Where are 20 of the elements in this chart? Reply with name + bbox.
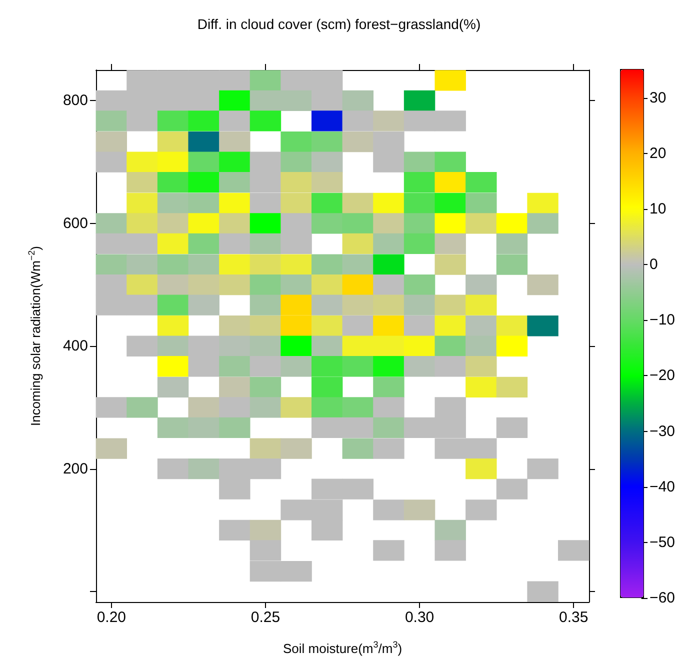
y-axis-title: Incoming solar radiation(Wm−2): [26, 246, 43, 426]
x-tick-label: 0.25: [250, 609, 280, 626]
y-tick-label: 200: [62, 460, 88, 478]
y-tick-label: 400: [62, 338, 88, 355]
color-bar-label: −20: [650, 367, 676, 384]
chart-title: Diff. in cloud cover (scm) forest−grassland(%): [197, 16, 481, 32]
color-bar-label: 0: [650, 256, 658, 274]
color-bar-label: 30: [650, 89, 666, 106]
color-bar-label: 20: [650, 144, 666, 162]
y-tick-label: 800: [62, 92, 88, 110]
x-tick-label: 0.20: [96, 609, 126, 626]
color-bar-label: 10: [650, 200, 666, 218]
color-bar-label: −30: [650, 422, 676, 440]
x-tick-label: 0.35: [558, 609, 588, 626]
color-bar-label: −60: [650, 590, 676, 606]
color-bar-label: −10: [650, 312, 676, 329]
y-tick-label: 600: [62, 214, 88, 232]
color-bar-label: −40: [650, 478, 676, 496]
color-bar-label: −50: [650, 534, 676, 551]
x-tick-label: 0.30: [404, 609, 434, 626]
